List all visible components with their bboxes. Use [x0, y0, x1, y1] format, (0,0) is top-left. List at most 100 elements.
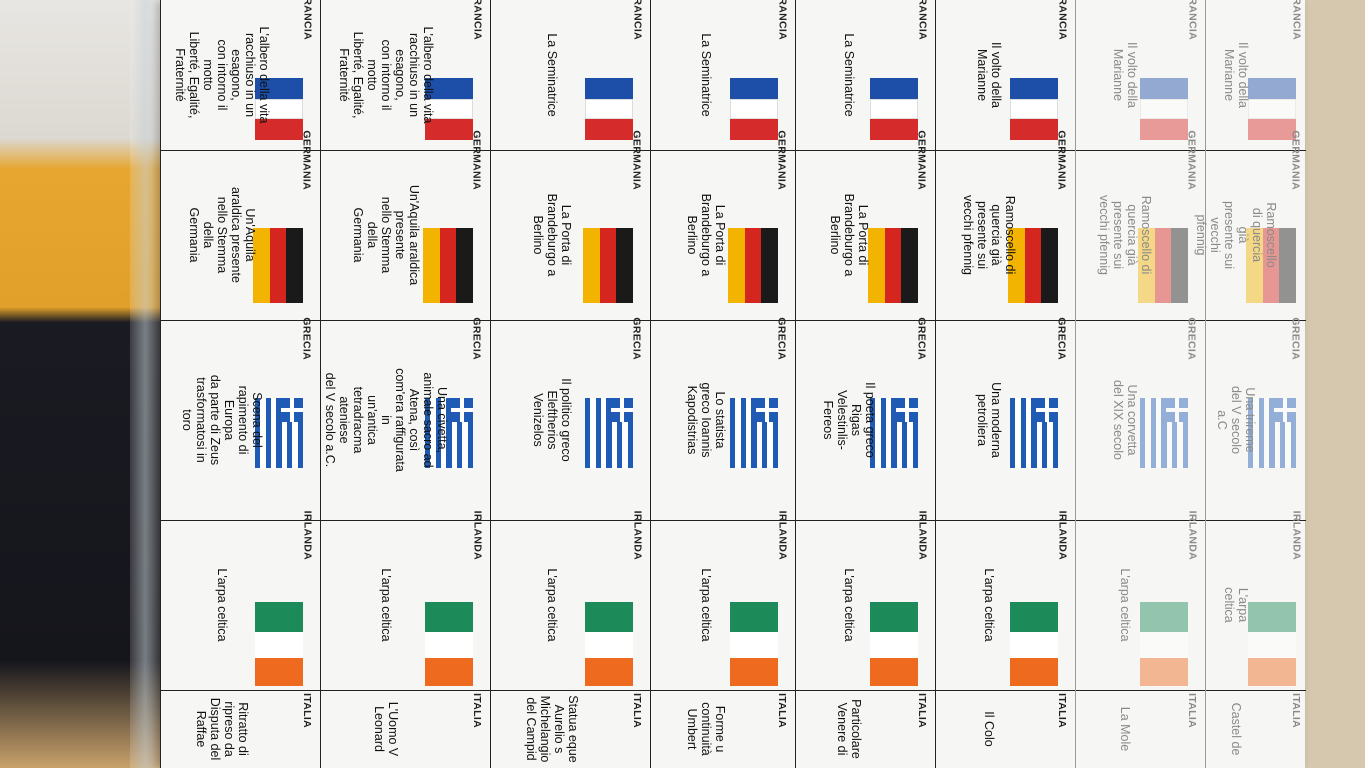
flag-france-icon: [1010, 78, 1058, 140]
flag-france-icon: [870, 78, 918, 140]
row-divider: [1076, 320, 1206, 321]
coin-design-description: Forme u continuità Umbert: [685, 702, 728, 756]
country-label: FRANCIA: [301, 0, 313, 40]
table-cell-it: ITALIA Forme u continuità Umbert: [651, 690, 796, 768]
flag-greece-icon: [425, 398, 473, 468]
table-cell-it: ITALIA Ritratto di ripreso da Disputa del…: [161, 690, 321, 768]
table-cell-it: ITALIA L'Uomo V Leonard: [321, 690, 491, 768]
coin-design-description: La Seminatrice: [544, 33, 559, 117]
flag-greece-icon: [1140, 398, 1188, 468]
coin-design-description: Una corvetta del XIX secolo: [1111, 380, 1140, 460]
table-cell-de: GERMANIA Un'Aquila araldica presente nel…: [161, 130, 321, 320]
table-cell-fr: FRANCIA La Seminatrice: [651, 0, 796, 150]
coin-design-description: La Seminatrice: [699, 33, 714, 117]
coin-design-description: L'arpa celtica: [214, 568, 229, 642]
coin-design-description: L'arpa celtica: [544, 568, 559, 642]
row-divider: [936, 690, 1076, 691]
table-column: FRANCIA L'albero della vita racchiuso in…: [320, 0, 491, 768]
row-divider: [796, 320, 936, 321]
table-cell-ie: IRLANDA L'arpa celtica: [1206, 511, 1306, 690]
row-divider: [161, 520, 321, 521]
row-divider: [321, 150, 491, 151]
country-label: GRECIA: [631, 317, 643, 360]
country-label: ITALIA: [1186, 693, 1198, 728]
country-label: GRECIA: [1186, 317, 1198, 360]
coin-design-description: Una civetta, animale sacro ad Atena, cos…: [322, 368, 449, 472]
table-cell-de: GERMANIA La Porta di Brandeburgo a Berli…: [651, 130, 796, 320]
table-cell-it: ITALIA Il Colo: [936, 690, 1076, 768]
coin-design-description: L'albero della vita racchiuso in un esag…: [172, 26, 271, 124]
table-cell-ie: IRLANDA L'arpa celtica: [936, 511, 1076, 690]
table-column: FRANCIA Il volto della Marianne GERMANIA …: [1075, 0, 1206, 768]
table-column: FRANCIA Il volto della Marianne GERMANIA …: [935, 0, 1076, 768]
country-label: ITALIA: [301, 693, 313, 728]
table-cell-gr: GRECIA Scena del rapimento di Europa da p…: [161, 317, 321, 520]
country-label: IRLANDA: [301, 510, 313, 560]
country-label: IRLANDA: [631, 510, 643, 560]
coin-design-description: Ramoscello di quercia già presente sui v…: [961, 195, 1018, 275]
flag-ireland-icon: [255, 602, 303, 686]
country-label: FRANCIA: [1290, 0, 1302, 40]
flag-ireland-icon: [425, 602, 473, 686]
table-column: FRANCIA La Seminatrice GERMANIA La Porta …: [490, 0, 651, 768]
coin-design-description: La Seminatrice: [842, 33, 857, 117]
country-label: ITALIA: [916, 693, 928, 728]
coin-design-description: Il volto della Marianne: [1111, 41, 1140, 109]
flag-ireland-icon: [870, 602, 918, 686]
table-cell-ie: IRLANDA L'arpa celtica: [796, 511, 936, 690]
coin-design-description: Ramoscello di quercia già presente sui v…: [1097, 195, 1154, 275]
flag-germany-icon: [1008, 228, 1058, 303]
row-divider: [491, 520, 651, 521]
row-divider: [936, 520, 1076, 521]
row-divider: [651, 150, 796, 151]
row-divider: [1206, 150, 1306, 151]
country-label: ITALIA: [776, 693, 788, 728]
country-label: ITALIA: [471, 693, 483, 728]
country-label: GERMANIA: [471, 130, 483, 190]
table-cell-it: ITALIA Particolare Venere di: [796, 690, 936, 768]
country-label: FRANCIA: [1056, 0, 1068, 40]
flag-greece-icon: [585, 398, 633, 468]
country-label: GERMANIA: [631, 130, 643, 190]
country-label: IRLANDA: [1056, 510, 1068, 560]
flag-france-icon: [1248, 78, 1296, 140]
row-divider: [491, 150, 651, 151]
coin-design-description: L'arpa celtica: [982, 568, 997, 642]
table-cell-it: ITALIA Statua eque Aurelio s Michelangio …: [491, 690, 651, 768]
table-cell-gr: GRECIA Il poeta greco Rigas Velestinlis- …: [796, 317, 936, 520]
country-label: GRECIA: [1056, 317, 1068, 360]
coin-design-description: Un'Aquila araldica presente nello Stemma…: [186, 187, 257, 283]
row-divider: [936, 150, 1076, 151]
table-cell-gr: GRECIA Una moderna petroliera: [936, 317, 1076, 520]
table-cell-gr: GRECIA Una trireme del V secolo a.C: [1206, 317, 1306, 520]
country-label: IRLANDA: [1290, 510, 1302, 560]
coin-design-description: L'arpa celtica: [1222, 587, 1250, 623]
coin-design-description: La Porta di Brandeburgo a Berlino: [530, 193, 573, 277]
table-cell-fr: FRANCIA Il volto della Marianne: [1076, 0, 1206, 150]
row-divider: [651, 690, 796, 691]
country-label: GERMANIA: [916, 130, 928, 190]
country-label: ITALIA: [1056, 693, 1068, 728]
country-label: GERMANIA: [1056, 130, 1068, 190]
coin-design-description: Il volto della Marianne: [1222, 41, 1250, 108]
flag-greece-icon: [1248, 398, 1296, 468]
flag-germany-icon: [1138, 228, 1188, 303]
row-divider: [796, 150, 936, 151]
coin-design-description: Il Colo: [982, 711, 997, 747]
coin-design-description: Castel de: [1229, 702, 1243, 756]
table-cell-ie: IRLANDA L'arpa celtica: [491, 511, 651, 690]
row-divider: [796, 690, 936, 691]
flag-ireland-icon: [730, 602, 778, 686]
country-label: IRLANDA: [471, 510, 483, 560]
coin-design-description: Lo statista greco Ioannis Kapodistrias: [685, 382, 728, 458]
plastic-sleeve-edge: [130, 0, 160, 768]
country-label: GERMANIA: [301, 130, 313, 190]
coin-design-description: Un'Aquila araldica presente nello Stemma…: [350, 184, 421, 286]
row-divider: [936, 320, 1076, 321]
row-divider: [796, 520, 936, 521]
table-cell-fr: FRANCIA L'albero della vita racchiuso in…: [161, 0, 321, 150]
flag-greece-icon: [1010, 398, 1058, 468]
row-divider: [1076, 690, 1206, 691]
country-label: ITALIA: [631, 693, 643, 728]
row-divider: [491, 320, 651, 321]
